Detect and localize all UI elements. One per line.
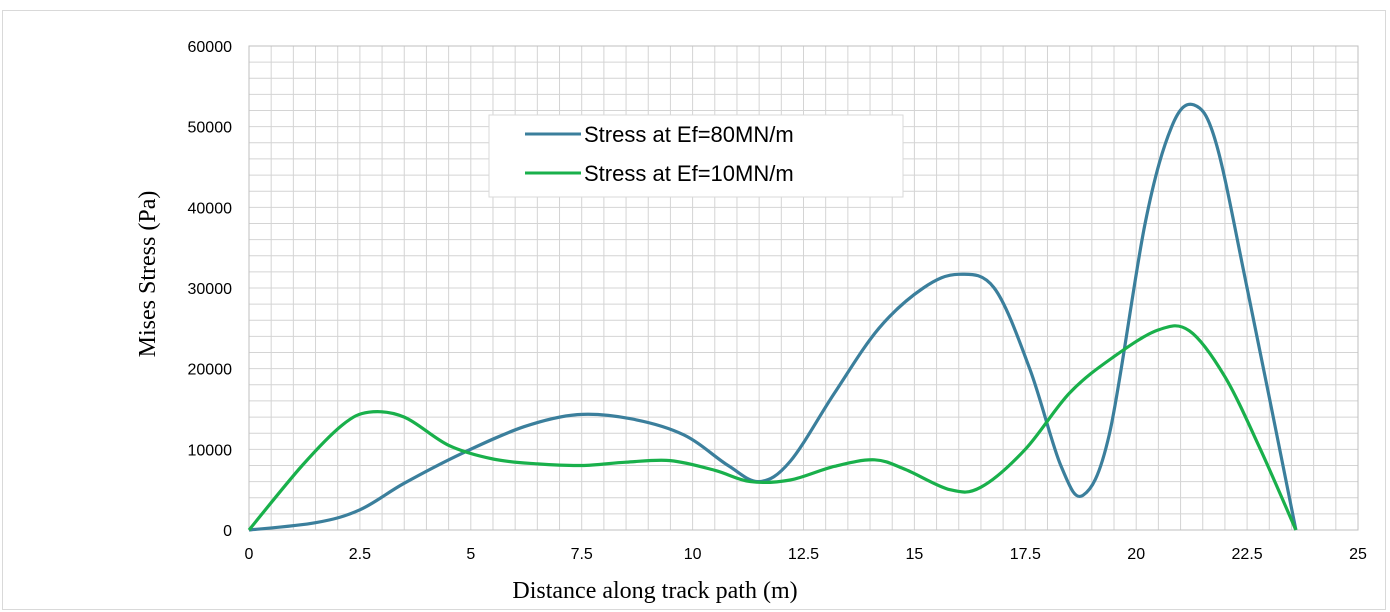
x-tick-label: 20 xyxy=(1127,546,1145,563)
legend-label-80: Stress at Ef=80MN/m xyxy=(584,122,794,147)
y-tick-label: 30000 xyxy=(188,281,233,298)
y-tick-label: 10000 xyxy=(188,442,233,459)
x-axis-ticks: 0 2.5 5 7.5 10 12.5 15 17.5 20 22.5 25 xyxy=(245,546,1367,563)
plot-border xyxy=(248,45,1359,531)
series-lines xyxy=(247,102,1298,532)
series-line-1 xyxy=(247,324,1298,532)
x-tick-label: 15 xyxy=(906,546,924,563)
y-tick-label: 50000 xyxy=(188,120,233,137)
x-tick-label: 22.5 xyxy=(1232,546,1263,563)
legend-label-10: Stress at Ef=10MN/m xyxy=(584,161,794,186)
x-axis-title: Distance along track path (m) xyxy=(512,578,797,604)
chart-frame: 0 10000 20000 30000 40000 50000 60000 0 2.5 5 7.5… xyxy=(2,10,1386,610)
x-tick-label: 0 xyxy=(245,546,254,563)
legend-box xyxy=(488,114,904,198)
y-tick-label: 20000 xyxy=(188,362,233,379)
x-tick-label: 7.5 xyxy=(571,546,593,563)
x-tick-label: 25 xyxy=(1349,546,1367,563)
y-tick-label: 60000 xyxy=(188,39,233,56)
y-tick-label: 0 xyxy=(223,523,232,540)
series-line-0 xyxy=(248,102,1298,532)
x-tick-label: 10 xyxy=(684,546,702,563)
legend: Stress at Ef=80MN/m Stress at Ef=10MN/m xyxy=(488,114,904,198)
x-tick-label: 5 xyxy=(466,546,475,563)
x-tick-label: 17.5 xyxy=(1010,546,1041,563)
y-tick-label: 40000 xyxy=(188,200,233,217)
x-tick-label: 12.5 xyxy=(788,546,819,563)
plot-area-border xyxy=(248,45,1359,531)
y-axis-title: Mises Stress (Pa) xyxy=(135,191,161,358)
y-axis-ticks: 0 10000 20000 30000 40000 50000 60000 xyxy=(188,39,233,540)
line-chart: 0 10000 20000 30000 40000 50000 60000 0 2.5 5 7.5… xyxy=(135,39,1367,604)
x-tick-label: 2.5 xyxy=(349,546,371,563)
